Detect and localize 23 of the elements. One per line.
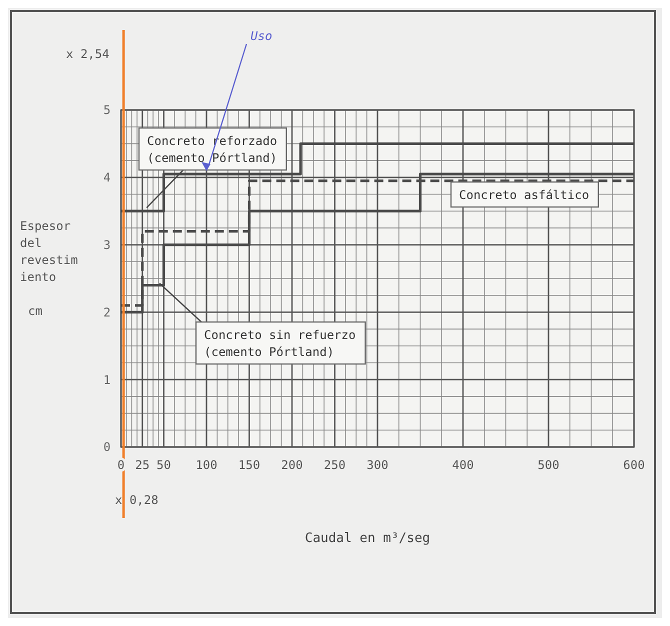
x-tick-label: 50 (156, 458, 171, 472)
x-tick-label: 25 (135, 458, 150, 472)
text: Espesor del revestim iento cm (20, 219, 78, 318)
y-tick-label: 0 (103, 440, 111, 454)
annotation: Uso (250, 29, 272, 43)
x-tick-label: 600 (623, 458, 645, 472)
text: x 2,54 (66, 47, 110, 61)
y-tick-label: 1 (103, 372, 111, 387)
y-tick-label: 5 (103, 103, 111, 118)
x-tick-label: 500 (538, 458, 560, 472)
y-tick-label: 4 (103, 170, 111, 185)
text: Concreto sin refuerzo (cemento Pórtland) (204, 328, 356, 359)
x-tick-label: 200 (281, 458, 303, 472)
y-tick-label: 3 (103, 238, 111, 252)
x-tick-label: 100 (196, 458, 218, 472)
x-tick-label: 400 (452, 458, 474, 472)
x-tick-label: 150 (238, 458, 260, 472)
x-axis-title: Caudal en m³/seg (304, 531, 430, 546)
x-tick-label: 300 (366, 458, 388, 472)
text: x 0,28 (115, 493, 158, 507)
x-tick-label: 250 (324, 458, 346, 472)
y-tick-label: 2 (103, 305, 111, 320)
series-label: Concreto asfáltico (459, 188, 590, 202)
